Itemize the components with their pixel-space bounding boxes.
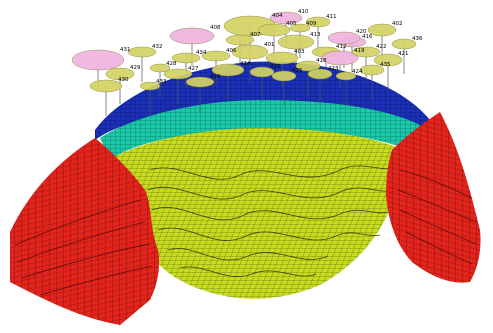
well-marker	[277, 34, 315, 50]
core-zone	[112, 128, 405, 299]
well-label: 426	[210, 74, 221, 80]
well-label: 425	[292, 68, 303, 74]
well-marker	[231, 44, 269, 60]
well-marker	[269, 11, 303, 25]
well-marker	[105, 67, 135, 81]
well-marker	[89, 79, 123, 93]
cap-zone	[100, 100, 420, 160]
well-label: 404	[272, 13, 283, 19]
well-labels: 410 411 402 408 404 407 405 416 413 412 420 421 403 4…	[118, 9, 423, 85]
well-marker	[391, 38, 417, 50]
well-label: 430	[118, 77, 129, 83]
well-marker	[169, 27, 215, 45]
well-marker	[163, 68, 193, 80]
well-marker	[127, 46, 157, 58]
well-marker	[351, 46, 381, 58]
well-marker	[139, 81, 161, 91]
well-label: 432	[152, 44, 163, 50]
well-marker	[211, 63, 245, 77]
well-marker	[185, 76, 215, 88]
well-label: 402	[392, 21, 403, 27]
well-marker	[321, 50, 359, 66]
well-label: 409	[306, 21, 317, 27]
well-markers	[71, 11, 417, 93]
well-marker	[305, 16, 331, 28]
well-marker	[265, 51, 299, 65]
well-label: 413	[310, 32, 321, 38]
well-marker	[71, 49, 125, 71]
well-marker	[249, 66, 275, 78]
well-label: 410	[298, 9, 309, 15]
well-marker	[225, 34, 255, 46]
well-label: 428	[166, 61, 177, 67]
well-label: 419	[354, 48, 365, 54]
right-flank	[386, 112, 481, 283]
well-marker	[171, 52, 201, 64]
well-label: 418	[316, 58, 327, 64]
well-label: 431	[120, 47, 131, 53]
well-label: 435	[380, 62, 391, 68]
left-flank	[10, 138, 160, 325]
well-marker	[271, 70, 297, 82]
well-label: 420	[356, 29, 367, 35]
core-folds	[147, 165, 396, 278]
well-label: 422	[376, 44, 387, 50]
well-label: 405	[286, 21, 297, 27]
well-label: 415	[270, 64, 281, 70]
well-label: 406	[226, 48, 237, 54]
well-marker	[307, 68, 333, 80]
well-label: 433	[156, 79, 167, 85]
well-marker	[373, 53, 403, 67]
well-label: 427	[188, 66, 199, 72]
well-label: 414	[240, 61, 251, 67]
flank-strata	[14, 169, 477, 296]
well-label: 434	[196, 50, 207, 56]
well-label: 401	[264, 42, 275, 48]
well-label: 411	[326, 14, 337, 20]
well-marker	[149, 63, 171, 73]
well-marker	[289, 23, 311, 33]
well-label: 416	[362, 34, 373, 40]
well-marker	[257, 23, 291, 37]
well-marker	[367, 23, 397, 37]
well-marker	[201, 50, 231, 62]
well-label: 403	[294, 49, 305, 55]
well-label: 412	[336, 44, 347, 50]
well-label: 421	[398, 51, 409, 57]
well-label: 429	[130, 65, 141, 71]
well-label: 424	[352, 69, 363, 75]
well-label: 408	[210, 25, 221, 31]
well-marker	[335, 71, 357, 81]
well-marker	[359, 64, 385, 76]
well-marker	[327, 31, 361, 45]
well-marker	[295, 60, 321, 72]
well-label: 436	[412, 36, 423, 42]
well-label: 407	[250, 32, 261, 38]
well-label: 423	[328, 66, 339, 72]
